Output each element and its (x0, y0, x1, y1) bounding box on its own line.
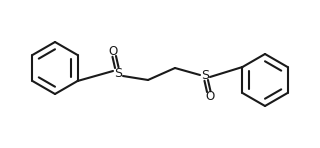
Text: O: O (205, 90, 215, 103)
Text: S: S (114, 66, 122, 79)
Text: S: S (201, 69, 209, 82)
Text: O: O (108, 45, 118, 58)
